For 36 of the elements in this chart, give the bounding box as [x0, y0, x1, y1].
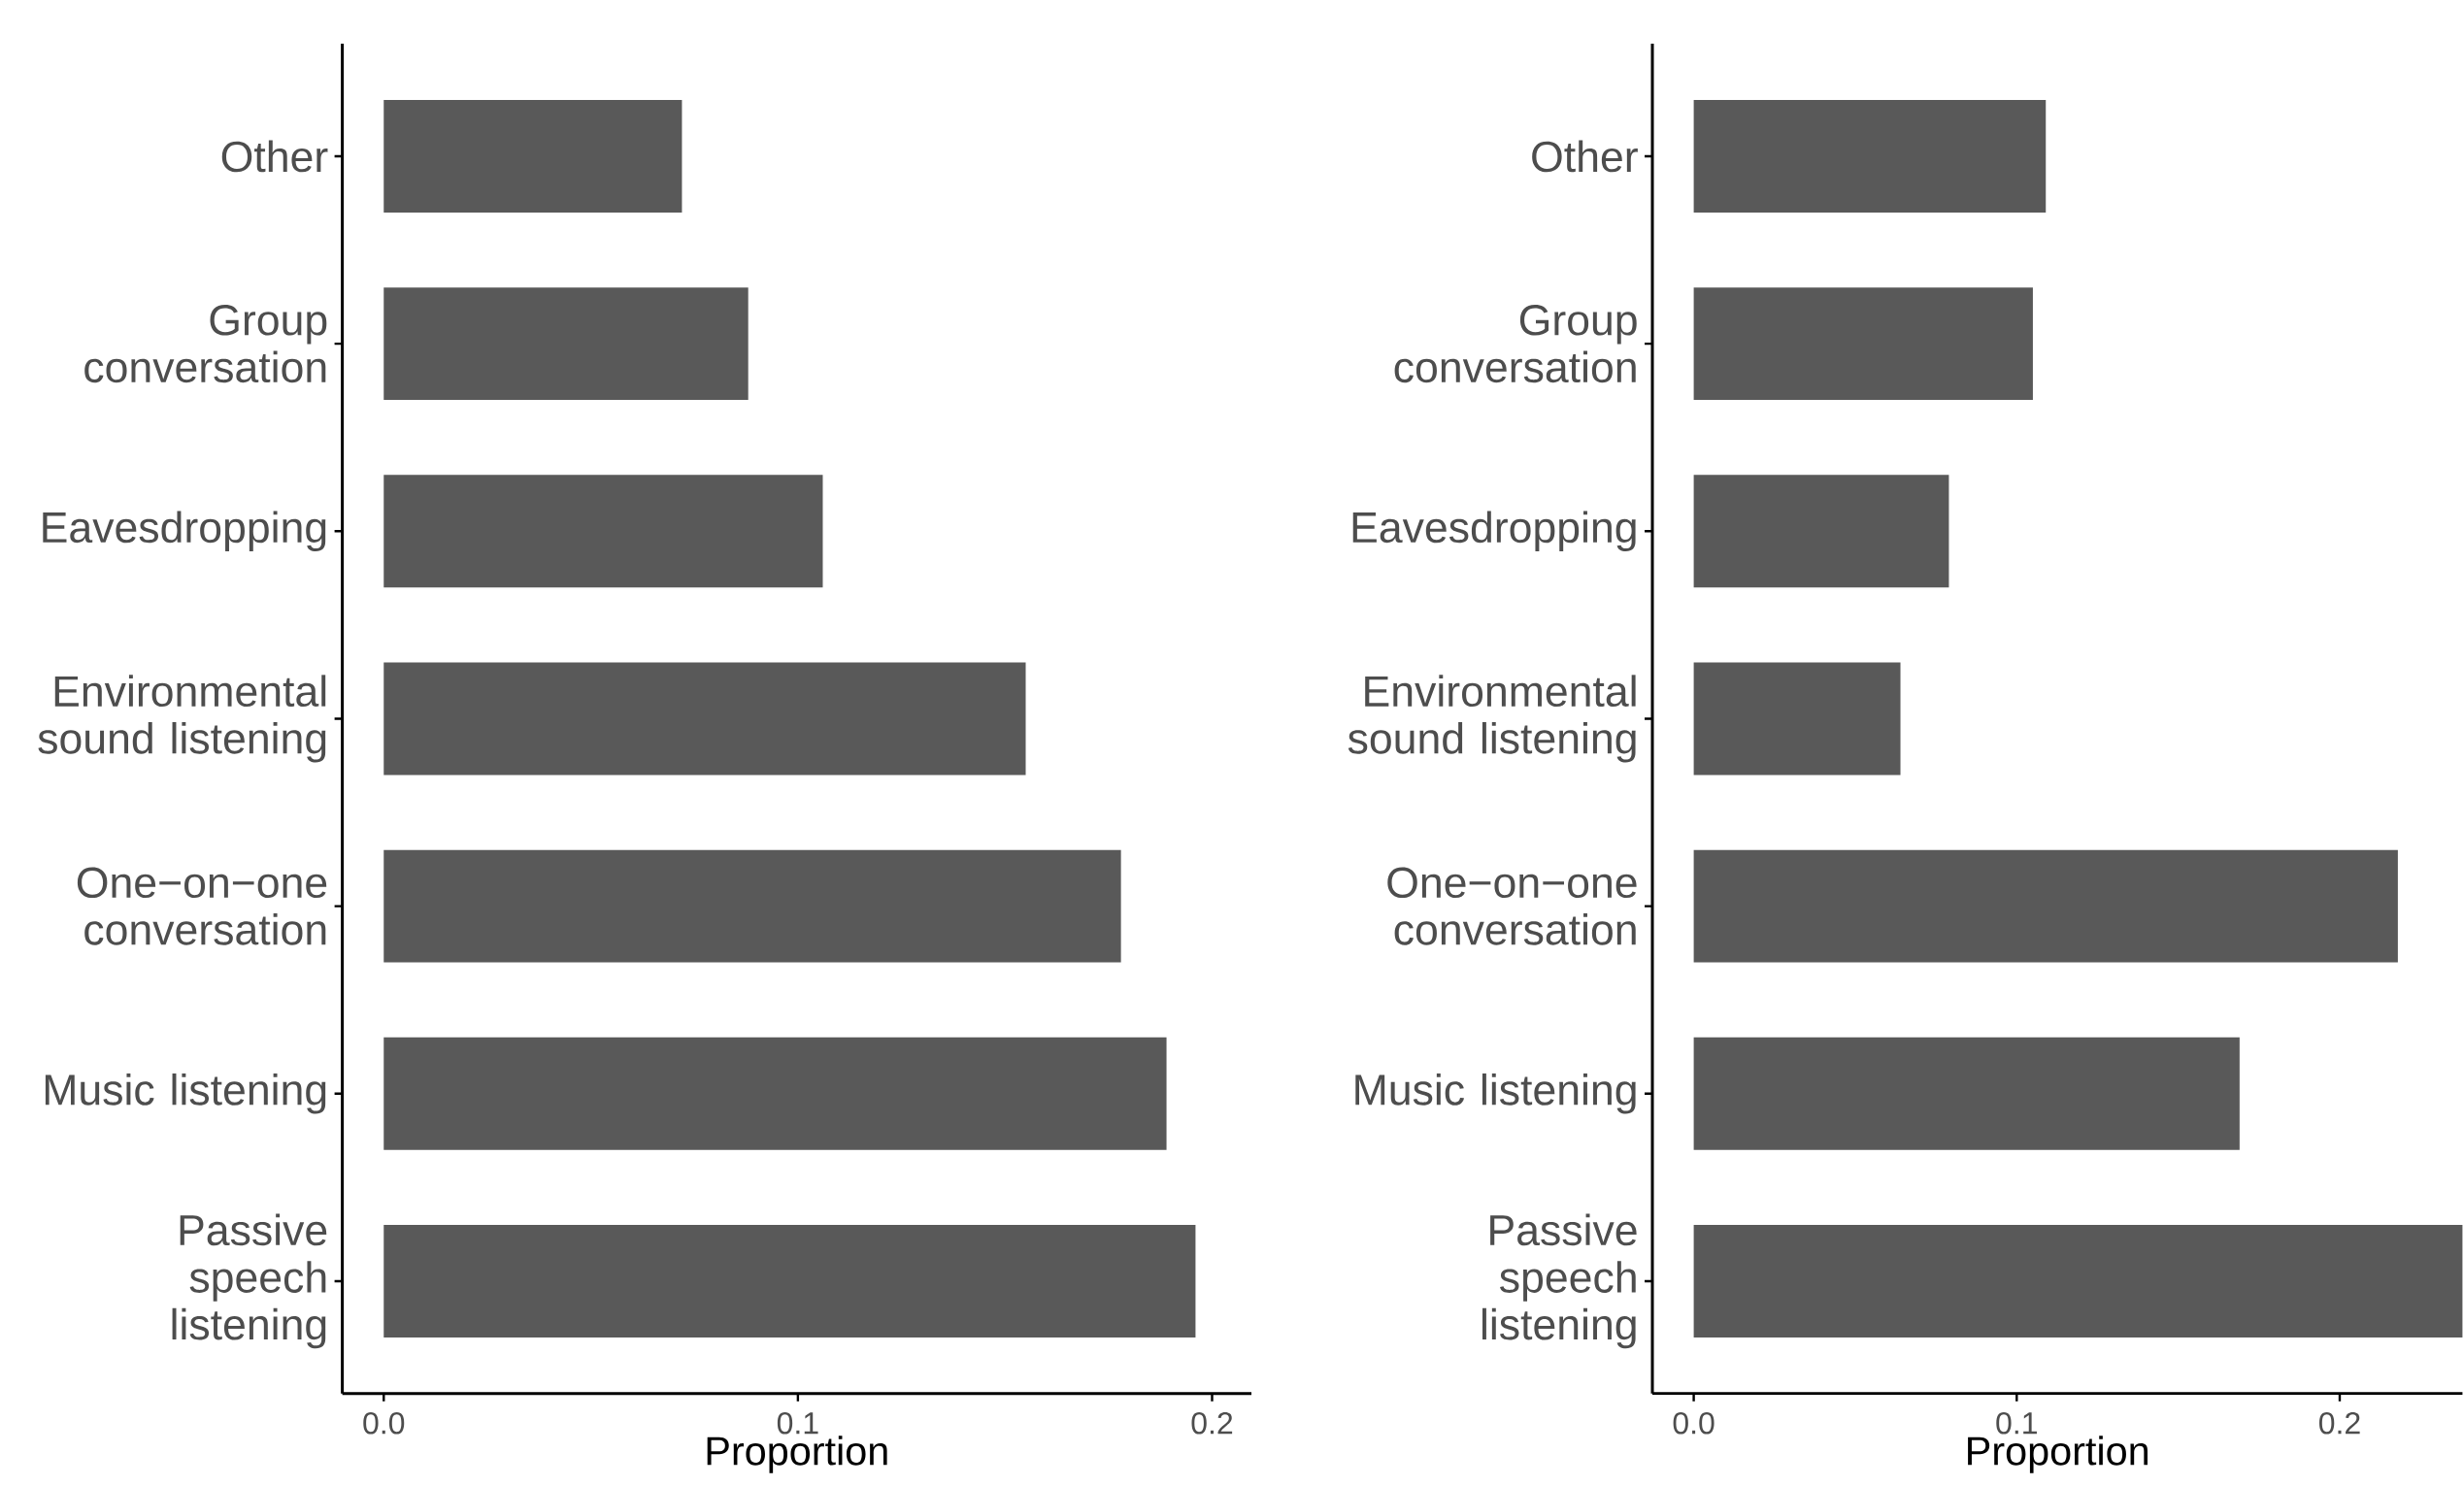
bar [383, 1224, 1196, 1337]
x-tick-label: 0.1 [1996, 1411, 2037, 1435]
bar [1693, 849, 2398, 963]
bar [1693, 287, 2033, 401]
bar [383, 849, 1121, 963]
bar [383, 475, 823, 588]
y-tick-label: Group conversation [1394, 305, 1637, 383]
y-tick-label: Passive speech listening [1482, 1213, 1637, 1349]
x-axis-title: Proportion [1968, 1436, 2148, 1473]
x-tick-label: 0.1 [777, 1411, 818, 1435]
y-tick-label: Music listening [1355, 1073, 1636, 1114]
y-tick-label: Eavesdropping [43, 511, 326, 552]
y-tick-label: One−on−one conversation [1387, 867, 1637, 945]
bar [383, 287, 749, 401]
y-tick-label: Other [1532, 140, 1638, 173]
y-tick-label: Other [221, 140, 328, 173]
x-tick-label: 0.2 [2319, 1411, 2360, 1435]
y-tick-label: Group conversation [84, 305, 327, 383]
bar [1693, 475, 1949, 588]
bar [383, 662, 1026, 776]
y-tick-label: Passive speech listening [172, 1213, 327, 1349]
y-tick-label: Environmental sound listening [1348, 675, 1636, 763]
bar [1693, 662, 1901, 776]
y-tick-label: Eavesdropping [1352, 511, 1636, 552]
x-axis-title: Proportion [707, 1436, 887, 1473]
y-tick-label: Music listening [45, 1073, 326, 1114]
bar [1693, 1037, 2240, 1150]
bar [383, 1037, 1167, 1150]
y-tick-label: Environmental sound listening [38, 675, 326, 763]
x-tick-label: 0.0 [1673, 1411, 1715, 1435]
x-tick-label: 0.2 [1191, 1411, 1233, 1435]
bar [1693, 1224, 2463, 1337]
bar [383, 99, 683, 213]
y-tick-label: One−on−one conversation [77, 867, 327, 945]
bar [1693, 99, 2047, 213]
x-tick-label: 0.0 [363, 1411, 405, 1435]
